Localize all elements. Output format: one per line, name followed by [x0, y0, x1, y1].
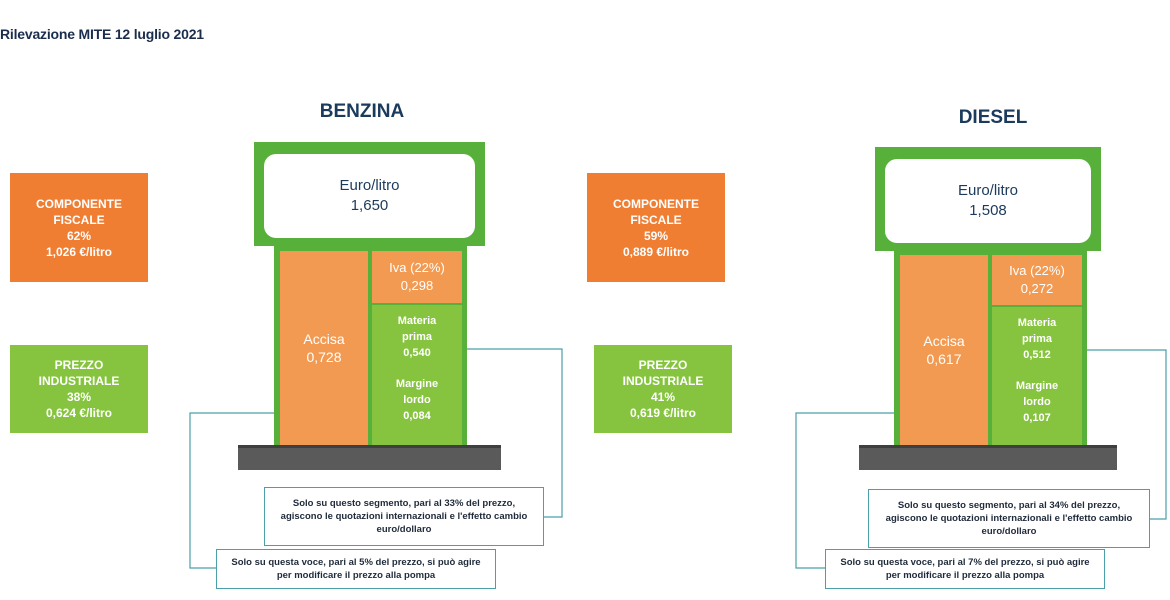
diesel-industrial-line1: PREZZO	[638, 358, 688, 372]
diesel-accisa-value: 0,617	[926, 351, 962, 367]
diesel-iva-label: Iva (22%)	[1009, 263, 1065, 278]
benzina-segment-note-line3: euro/dollaro	[376, 524, 432, 535]
diesel-materia-line2: prima	[1022, 333, 1052, 345]
diesel-fiscal-box: COMPONENTE FISCALE 59% 0,889 €/litro	[587, 173, 725, 282]
benzina-pump-base	[238, 445, 501, 470]
diesel-voice-note-line1: Solo su questa voce, pari al 7% del prez…	[840, 557, 1090, 568]
benzina-industrial-segment: Materia prima 0,540 Margine lordo 0,084	[372, 305, 462, 445]
benzina-accisa-segment: Accisa 0,728	[280, 251, 368, 445]
diesel-pump-base	[859, 445, 1117, 470]
benzina-iva-label: Iva (22%)	[389, 260, 445, 275]
benzina-materia-line1: Materia	[397, 315, 437, 327]
benzina-segment-note-line2: agiscono le quotazioni internazionali e …	[280, 511, 528, 522]
diesel-industrial-percent: 41%	[650, 390, 676, 404]
benzina-iva-value: 0,298	[400, 278, 434, 293]
benzina-fiscal-line1: COMPONENTE	[35, 196, 122, 211]
diesel-segment-note-line3: euro/dollaro	[981, 526, 1037, 537]
diesel-industrial-box: PREZZO INDUSTRIALE 41% 0,619 €/litro	[594, 345, 732, 433]
diesel-voice-note-line2: per modificare il prezzo alla pompa	[885, 570, 1045, 581]
diesel-display-value: 1,508	[969, 202, 1007, 219]
page-title: Rilevazione MITE 12 luglio 2021	[0, 26, 204, 42]
diesel-iva-value: 0,272	[1020, 281, 1054, 296]
diesel-accisa-segment: Accisa 0,617	[900, 255, 988, 445]
diesel-margine-line1: Margine	[1015, 380, 1059, 392]
diesel-display: Euro/litro 1,508	[885, 159, 1091, 243]
benzina-segment-note: Solo su questo segmento, pari al 33% del…	[264, 487, 544, 546]
benzina-materia-line2: prima	[402, 331, 432, 343]
benzina-industrial-amount: 0,624 €/litro	[45, 406, 113, 420]
benzina-segment-note-line1: Solo su questo segmento, pari al 33% del…	[292, 498, 516, 509]
diesel-industrial-line2: INDUSTRIALE	[622, 374, 704, 388]
diesel-voice-note: Solo su questa voce, pari al 7% del prez…	[825, 549, 1105, 589]
benzina-fiscal-percent: 62%	[66, 228, 92, 243]
benzina-industrial-line2: INDUSTRIALE	[38, 374, 120, 388]
benzina-voice-note-line1: Solo su questa voce, pari al 5% del prez…	[231, 557, 481, 568]
benzina-iva-segment: Iva (22%) 0,298	[372, 251, 462, 303]
benzina-industrial-box: PREZZO INDUSTRIALE 38% 0,624 €/litro	[10, 345, 148, 433]
benzina-industrial-percent: 38%	[66, 390, 92, 404]
benzina-voice-note: Solo su questa voce, pari al 5% del prez…	[216, 549, 496, 589]
diesel-fiscal-percent: 59%	[643, 228, 669, 243]
benzina-margine-value: 0,084	[403, 410, 431, 422]
benzina-industrial-line1: PREZZO	[54, 358, 104, 372]
diesel-materia-line1: Materia	[1017, 317, 1057, 329]
diesel-segment-note-line1: Solo su questo segmento, pari al 34% del…	[897, 500, 1121, 511]
benzina-materia-connector	[448, 348, 563, 518]
diesel-margine-value: 0,107	[1023, 412, 1051, 424]
benzina-display-value: 1,650	[350, 197, 389, 214]
diesel-iva-segment: Iva (22%) 0,272	[992, 255, 1082, 305]
benzina-materia-value: 0,540	[403, 347, 431, 359]
benzina-margine-line1: Margine	[395, 378, 439, 390]
diesel-display-label: Euro/litro	[957, 182, 1019, 199]
diesel-industrial-amount: 0,619 €/litro	[629, 406, 697, 420]
diesel-materia-value: 0,512	[1023, 349, 1051, 361]
diesel-margine-line2: lordo	[1023, 396, 1051, 408]
diesel-title: DIESEL	[958, 107, 1028, 128]
benzina-fiscal-box: COMPONENTE FISCALE 62% 1,026 €/litro	[10, 173, 148, 282]
diesel-fiscal-line2: FISCALE	[630, 212, 682, 227]
diesel-segment-note: Solo su questo segmento, pari al 34% del…	[868, 489, 1150, 548]
diesel-industrial-segment: Materia prima 0,512 Margine lordo 0,107	[992, 307, 1082, 445]
benzina-display-label: Euro/litro	[339, 177, 400, 194]
diesel-accisa-label: Accisa	[923, 333, 965, 349]
benzina-accisa-value: 0,728	[306, 349, 342, 365]
benzina-accisa-label: Accisa	[303, 331, 345, 347]
benzina-fiscal-amount: 1,026 €/litro	[45, 244, 113, 259]
benzina-title: BENZINA	[319, 101, 405, 122]
benzina-display: Euro/litro 1,650	[264, 154, 475, 238]
benzina-fiscal-line2: FISCALE	[53, 212, 105, 227]
benzina-margine-line2: lordo	[403, 394, 431, 406]
benzina-voice-note-line2: per modificare il prezzo alla pompa	[276, 570, 436, 581]
diesel-fiscal-amount: 0,889 €/litro	[622, 244, 690, 259]
diesel-segment-note-line2: agiscono le quotazioni internazionali e …	[885, 513, 1133, 524]
diesel-materia-connector	[1052, 349, 1167, 520]
diesel-fiscal-line1: COMPONENTE	[612, 196, 699, 211]
